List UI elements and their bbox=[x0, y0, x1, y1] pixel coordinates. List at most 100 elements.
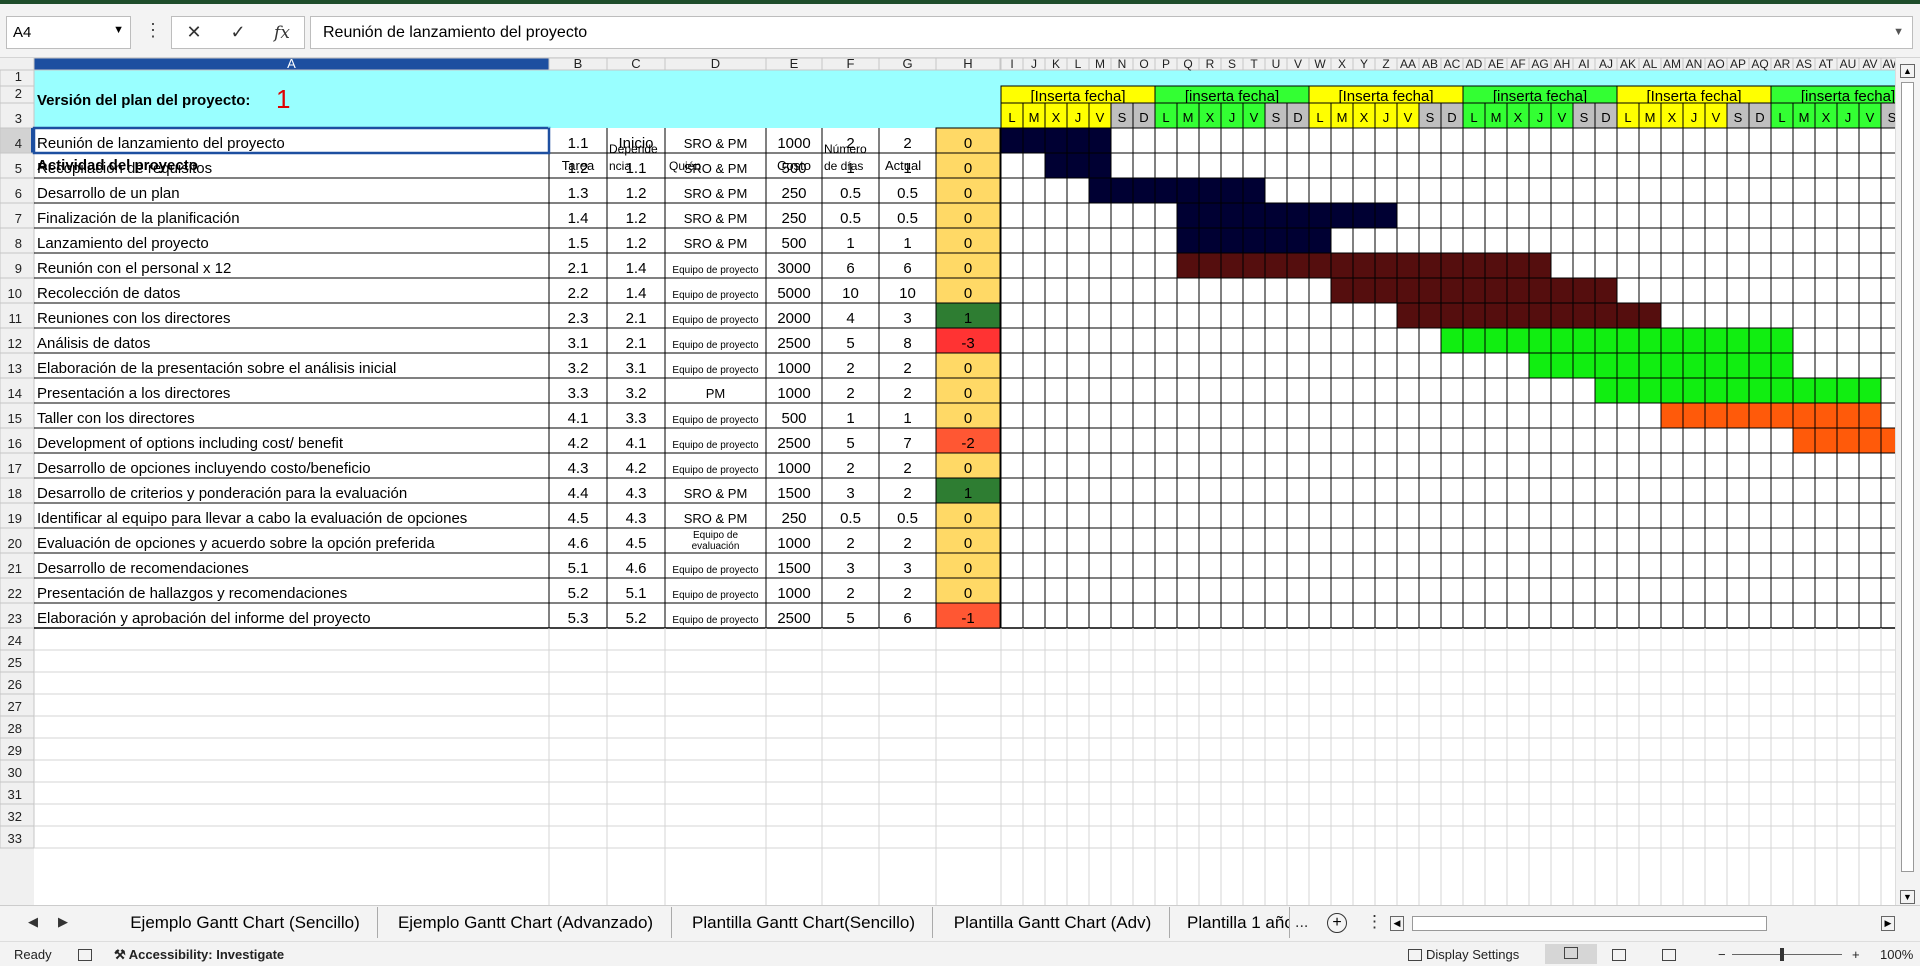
gantt-bar-cell[interactable] bbox=[1198, 202, 1222, 229]
gantt-bar-cell[interactable] bbox=[1484, 252, 1508, 279]
gantt-bar-cell[interactable] bbox=[1220, 252, 1244, 279]
cancel-icon[interactable]: ✕ bbox=[186, 22, 202, 42]
gantt-bar-cell[interactable] bbox=[1066, 127, 1090, 154]
diff-cell[interactable] bbox=[935, 452, 1001, 479]
formula-input[interactable]: Reunión de lanzamiento del proyecto ▼ bbox=[310, 16, 1913, 49]
add-sheet-icon[interactable]: + bbox=[1327, 913, 1347, 933]
gantt-bar-cell[interactable] bbox=[1330, 202, 1354, 229]
macro-record-icon[interactable] bbox=[78, 947, 96, 962]
gantt-bar-cell[interactable] bbox=[1572, 277, 1596, 304]
row-header-14[interactable] bbox=[0, 377, 35, 404]
gantt-bar-cell[interactable] bbox=[1242, 202, 1266, 229]
vertical-scroll-thumb[interactable] bbox=[1901, 82, 1914, 872]
row-header-20[interactable] bbox=[0, 527, 35, 554]
gantt-bar-cell[interactable] bbox=[1440, 252, 1464, 279]
gantt-bar-cell[interactable] bbox=[1748, 402, 1772, 429]
gantt-bar-cell[interactable] bbox=[1220, 177, 1244, 204]
gantt-bar-cell[interactable] bbox=[1770, 402, 1794, 429]
gantt-bar-cell[interactable] bbox=[1352, 202, 1376, 229]
gantt-bar-cell[interactable] bbox=[1352, 252, 1376, 279]
horizontal-scroll-thumb[interactable] bbox=[1412, 916, 1767, 931]
normal-view-button[interactable] bbox=[1545, 944, 1597, 964]
spreadsheet-grid[interactable]: A B C D E F G H I J K L M N O P Q R S T U V W X Y Z AA AB AC AD AE AF AG… bbox=[0, 58, 1895, 905]
gantt-bar-cell[interactable] bbox=[1836, 427, 1860, 454]
gantt-bar-cell[interactable] bbox=[1110, 177, 1134, 204]
diff-cell[interactable] bbox=[935, 177, 1001, 204]
diff-cell[interactable] bbox=[935, 277, 1001, 304]
gantt-bar-cell[interactable] bbox=[1528, 277, 1552, 304]
expand-formula-icon[interactable]: ▼ bbox=[1893, 26, 1904, 38]
gantt-bar-cell[interactable] bbox=[1616, 352, 1640, 379]
tab-prev-icon[interactable]: ◀ bbox=[28, 914, 38, 929]
gantt-bar-cell[interactable] bbox=[1550, 302, 1574, 329]
row-header-13[interactable] bbox=[0, 352, 35, 379]
gantt-bar-cell[interactable] bbox=[1374, 277, 1398, 304]
row-header-16[interactable] bbox=[0, 427, 35, 454]
gantt-bar-cell[interactable] bbox=[1594, 327, 1618, 354]
col-header-H[interactable] bbox=[935, 58, 1001, 71]
gantt-bar-cell[interactable] bbox=[1506, 302, 1530, 329]
gantt-bar-cell[interactable] bbox=[1616, 302, 1640, 329]
gantt-bar-cell[interactable] bbox=[1770, 327, 1794, 354]
zoom-in-icon[interactable]: + bbox=[1852, 947, 1860, 962]
gantt-bar-cell[interactable] bbox=[1022, 127, 1046, 154]
gantt-bar-cell[interactable] bbox=[1242, 177, 1266, 204]
gantt-bar-cell[interactable] bbox=[1836, 377, 1860, 404]
scroll-down-icon[interactable]: ▼ bbox=[1900, 890, 1915, 904]
gantt-bar-cell[interactable] bbox=[1088, 177, 1112, 204]
gantt-bar-cell[interactable] bbox=[1682, 377, 1706, 404]
gantt-bar-cell[interactable] bbox=[1704, 377, 1728, 404]
gantt-bar-cell[interactable] bbox=[1264, 252, 1288, 279]
diff-cell[interactable] bbox=[935, 202, 1001, 229]
zoom-slider-thumb[interactable] bbox=[1780, 948, 1784, 961]
gantt-bar-cell[interactable] bbox=[1594, 277, 1618, 304]
gantt-bar-cell[interactable] bbox=[1352, 277, 1376, 304]
gantt-bar-cell[interactable] bbox=[1858, 427, 1882, 454]
gantt-bar-cell[interactable] bbox=[1132, 177, 1156, 204]
gantt-bar-cell[interactable] bbox=[1616, 377, 1640, 404]
gantt-bar-cell[interactable] bbox=[1638, 302, 1662, 329]
gantt-bar-cell[interactable] bbox=[1880, 427, 1895, 454]
gantt-bar-cell[interactable] bbox=[1726, 327, 1750, 354]
gantt-bar-cell[interactable] bbox=[1440, 277, 1464, 304]
gantt-bar-cell[interactable] bbox=[1088, 152, 1112, 179]
row-header-19[interactable] bbox=[0, 502, 35, 529]
tab-plantilla-adv[interactable]: Plantilla Gantt Chart (Adv) bbox=[936, 907, 1170, 938]
gantt-bar-cell[interactable] bbox=[1814, 427, 1838, 454]
gantt-bar-cell[interactable] bbox=[1484, 327, 1508, 354]
gantt-bar-cell[interactable] bbox=[1418, 252, 1442, 279]
gantt-bar-cell[interactable] bbox=[1594, 377, 1618, 404]
gantt-bar-cell[interactable] bbox=[1506, 327, 1530, 354]
gantt-bar-cell[interactable] bbox=[1704, 352, 1728, 379]
gantt-bar-cell[interactable] bbox=[1176, 202, 1200, 229]
chevron-down-icon[interactable]: ▼ bbox=[113, 24, 124, 36]
gantt-bar-cell[interactable] bbox=[1198, 252, 1222, 279]
gantt-bar-cell[interactable] bbox=[1704, 402, 1728, 429]
gantt-bar-cell[interactable] bbox=[1198, 177, 1222, 204]
gantt-bar-cell[interactable] bbox=[1220, 227, 1244, 254]
gantt-bar-cell[interactable] bbox=[1528, 252, 1552, 279]
tab-plantilla-1-ano[interactable]: Plantilla 1 año bbox=[1173, 907, 1290, 938]
gantt-bar-cell[interactable] bbox=[1308, 202, 1332, 229]
diff-cell[interactable] bbox=[935, 502, 1001, 529]
gantt-bar-cell[interactable] bbox=[1440, 327, 1464, 354]
accessibility-status[interactable]: ⚒ Accessibility: Investigate bbox=[114, 947, 284, 963]
row-header-10[interactable] bbox=[0, 277, 35, 304]
gantt-bar-cell[interactable] bbox=[1638, 327, 1662, 354]
diff-cell[interactable] bbox=[935, 602, 1001, 629]
gantt-bar-cell[interactable] bbox=[1660, 352, 1684, 379]
diff-cell[interactable] bbox=[935, 227, 1001, 254]
diff-cell[interactable] bbox=[935, 252, 1001, 279]
gantt-bar-cell[interactable] bbox=[1858, 402, 1882, 429]
zoom-out-icon[interactable]: − bbox=[1718, 947, 1726, 962]
gantt-bar-cell[interactable] bbox=[1396, 277, 1420, 304]
gantt-bar-cell[interactable] bbox=[1308, 227, 1332, 254]
diff-cell[interactable] bbox=[935, 127, 1001, 154]
gantt-bar-cell[interactable] bbox=[1726, 377, 1750, 404]
gantt-bar-cell[interactable] bbox=[1748, 352, 1772, 379]
gantt-bar-cell[interactable] bbox=[1418, 277, 1442, 304]
tab-options-icon[interactable]: ⋮ bbox=[1366, 912, 1383, 931]
gantt-bar-cell[interactable] bbox=[1572, 327, 1596, 354]
gantt-bar-cell[interactable] bbox=[1726, 352, 1750, 379]
gantt-bar-cell[interactable] bbox=[1660, 377, 1684, 404]
